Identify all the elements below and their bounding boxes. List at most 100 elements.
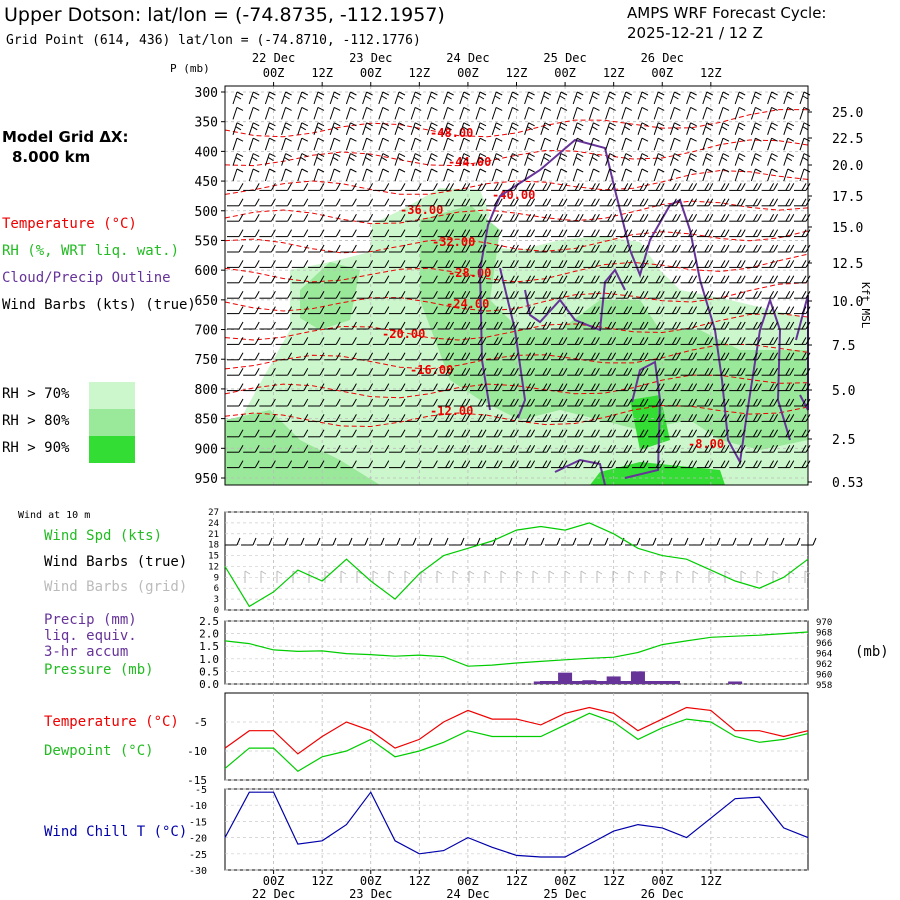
wind-barb xyxy=(777,414,795,422)
wind-barb-grid xyxy=(516,570,523,583)
bottom-day-label: 26 Dec xyxy=(641,887,684,900)
wind-barb xyxy=(421,198,438,207)
isotherm-label: -44.00 xyxy=(448,155,491,169)
wind-barb xyxy=(394,137,406,151)
wind-barb xyxy=(275,244,293,253)
wind-barb-grid xyxy=(404,570,411,583)
wind-barb xyxy=(518,229,536,238)
wind-barb xyxy=(227,429,244,438)
wind-barb xyxy=(599,229,617,238)
wind-barb xyxy=(453,244,471,253)
wind-barb xyxy=(475,106,487,120)
wind-barb xyxy=(437,367,455,376)
wind-barb xyxy=(777,337,795,345)
wind-barb xyxy=(437,290,455,299)
wind-barb xyxy=(313,168,325,182)
wind-barb xyxy=(729,398,746,407)
bottom-time-label: 12Z xyxy=(700,874,722,888)
wind-barb xyxy=(340,367,357,376)
wind-barb xyxy=(453,383,471,392)
wind-barb xyxy=(648,444,665,453)
wind-tick-label: 0 xyxy=(214,606,219,616)
wind-barb xyxy=(421,213,438,222)
wind-barb xyxy=(637,153,649,166)
wind-barb xyxy=(567,414,584,422)
wind-barb xyxy=(518,352,536,361)
wind-barb-true xyxy=(625,537,641,546)
wind-barb xyxy=(583,444,600,453)
wind-barb xyxy=(696,275,714,284)
wind-barb xyxy=(572,153,584,166)
wind-barb xyxy=(502,198,519,207)
wind-barb xyxy=(389,198,406,207)
chart-title: Upper Dotson: lat/lon = (-74.8735, -112.… xyxy=(4,4,445,26)
wind-barb xyxy=(421,429,438,438)
wind-barb xyxy=(669,91,681,105)
isotherm-label: -20.00 xyxy=(382,327,425,341)
wind-barb xyxy=(615,321,633,330)
forecast-cycle-label: AMPS WRF Forecast Cycle: xyxy=(627,4,827,22)
wind-barb xyxy=(291,321,309,330)
wind-barb xyxy=(324,213,341,222)
wind-barb xyxy=(324,460,341,469)
wind-barb-true xyxy=(657,537,673,546)
wind-barb xyxy=(648,337,665,345)
wind-barb xyxy=(761,244,779,253)
wind-barb xyxy=(308,352,325,361)
wind-barb xyxy=(405,352,422,361)
pressure-tick-label: 962 xyxy=(816,660,832,670)
wind-barb xyxy=(486,337,503,345)
wind-barb xyxy=(324,183,341,191)
wind-barb xyxy=(745,460,762,469)
wind-barb xyxy=(534,383,552,392)
top-time-label: 12Z xyxy=(603,66,625,80)
wind-barb-true xyxy=(417,537,433,546)
wind-barb xyxy=(227,275,244,284)
wind-barb xyxy=(259,460,276,469)
wind-barb xyxy=(583,260,600,268)
wind-barb xyxy=(486,229,503,238)
wind-barb xyxy=(394,168,406,182)
wind-barb xyxy=(783,137,795,151)
wind-barb xyxy=(275,321,293,330)
wind-barb xyxy=(637,137,649,151)
wind-barb xyxy=(713,183,730,191)
wind-barb xyxy=(356,198,374,207)
wind-barb xyxy=(405,198,422,207)
wind-barb xyxy=(750,91,762,105)
wind-barb xyxy=(227,414,244,422)
wind-barb xyxy=(437,229,455,238)
wind-barb xyxy=(345,91,357,105)
wind-barb xyxy=(486,244,503,253)
wind-barb xyxy=(599,383,617,392)
wind-barb xyxy=(729,460,746,469)
wind-barb xyxy=(680,352,698,361)
wind-barb xyxy=(470,367,487,376)
wind-barb xyxy=(275,275,293,284)
wind-barb xyxy=(777,352,795,361)
wind-barb xyxy=(518,429,536,438)
kft-tick-label: 25.0 xyxy=(832,106,863,121)
temperature-tick-label: -15 xyxy=(187,774,207,787)
wind-barb xyxy=(405,444,422,453)
wind-barb xyxy=(437,275,455,284)
wind-barb-true xyxy=(369,537,385,546)
wind-barb xyxy=(664,260,681,268)
wind-barb xyxy=(356,321,374,330)
wind-barb xyxy=(297,153,309,166)
wind-barb xyxy=(264,153,276,166)
wind-barb xyxy=(340,290,357,299)
wind-barb xyxy=(583,183,600,191)
wind-barb xyxy=(777,229,795,238)
wind-barb xyxy=(259,213,276,222)
wind-barb xyxy=(378,153,390,166)
wind-barb xyxy=(491,91,503,105)
wind-barb xyxy=(664,444,681,453)
wind-barb xyxy=(583,398,600,407)
wind-barb xyxy=(243,460,260,469)
wind-barb xyxy=(696,414,714,422)
wind-barb xyxy=(345,153,357,166)
wind-barb xyxy=(372,198,390,207)
wind-barb xyxy=(243,306,260,315)
